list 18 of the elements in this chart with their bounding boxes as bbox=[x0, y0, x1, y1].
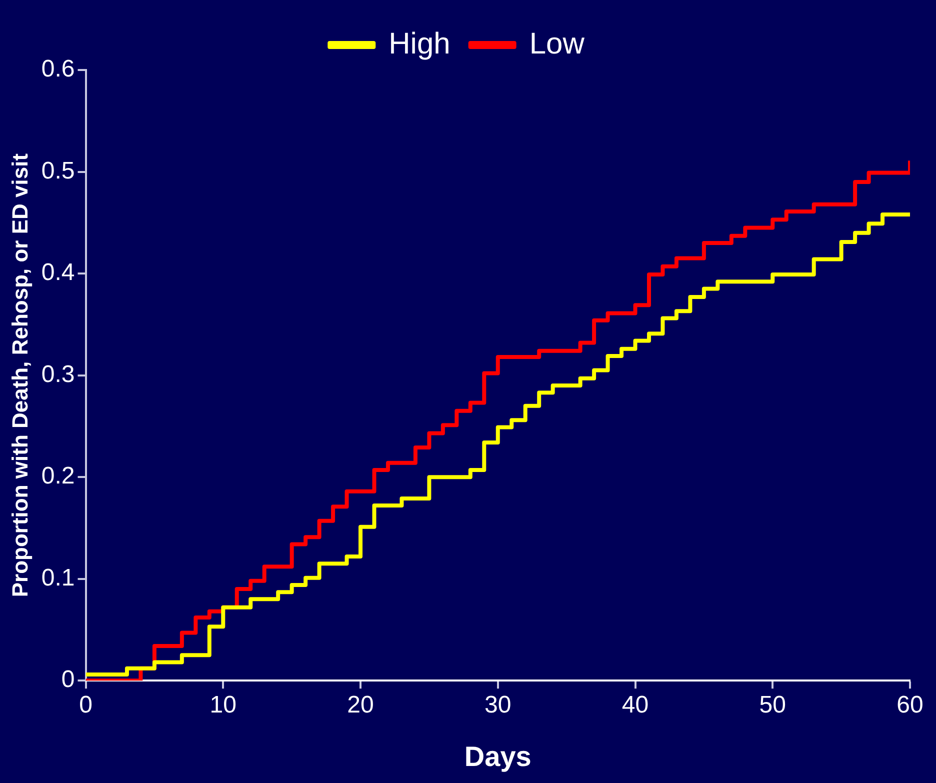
x-tick-label: 50 bbox=[759, 692, 786, 719]
y-tick-label: 0.2 bbox=[41, 462, 75, 490]
y-tick-label: 0.4 bbox=[41, 259, 75, 286]
y-tick-label: 0.6 bbox=[41, 56, 75, 83]
x-axis-title: Days bbox=[464, 740, 532, 772]
x-tick-label: 30 bbox=[484, 692, 512, 719]
x-tick-label: 20 bbox=[347, 692, 374, 719]
x-tick-label: 0 bbox=[79, 692, 92, 719]
y-axis-title: Proportion with Death, Rehosp, or ED visit bbox=[7, 152, 32, 598]
y-tick-label: 0.1 bbox=[41, 564, 75, 592]
y-tick-label: 0.3 bbox=[41, 360, 75, 388]
legend-label: Low bbox=[529, 27, 585, 60]
legend-label: High bbox=[388, 27, 450, 60]
y-tick-label: 0 bbox=[61, 666, 75, 694]
x-tick-label: 10 bbox=[210, 692, 236, 719]
y-tick-label: 0.5 bbox=[41, 157, 75, 184]
x-tick-label: 40 bbox=[622, 692, 649, 719]
x-tick-label: 60 bbox=[896, 692, 924, 719]
